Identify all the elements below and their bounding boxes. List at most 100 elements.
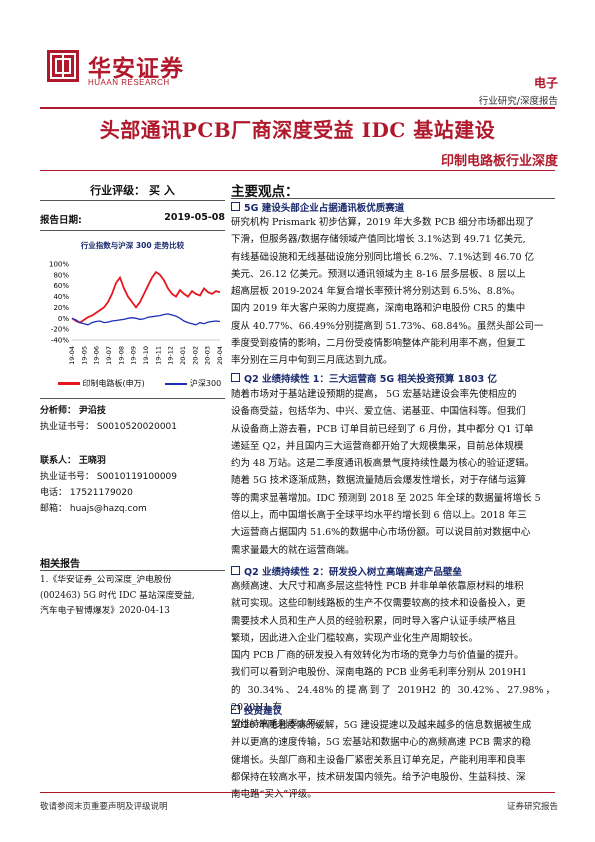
paragraph-line: 率分别在三月中旬到三月底达到九成。 — [231, 355, 393, 367]
main-heading: 主要观点： — [231, 184, 299, 200]
paragraph-line: 研究机构 Prismark 初步估算，2019 年大多数 PCB 细分市场都出现… — [231, 217, 535, 228]
paragraph-line: 需求量最大的就在运营商端。 — [231, 544, 355, 556]
paragraph-line: 就可实现。这些印制线路板的生产不仅需要较高的技术和设备投入，更 — [231, 598, 526, 610]
y-tick-label: 60% — [53, 282, 69, 290]
sector-label: 电子 — [533, 76, 558, 90]
y-tick-label: 80% — [53, 271, 69, 279]
paragraph-line: 下滑，但服务器/数据存储领域产值同比增长 3.1%达到 49.71 亿美元, — [231, 234, 526, 246]
analyst-cert: 执业证书号： S0010520020001 — [40, 422, 178, 432]
x-tick-label: 20-01 — [179, 346, 187, 365]
report-title: 头部通讯PCB厂商深度受益 IDC 基站建设 — [99, 118, 496, 142]
section-2-body: 随着市场对于基站建设预期的提高， 5G 宏基站建设会率先使相应的 设备商受益，包括… — [231, 386, 555, 559]
paragraph-line: 美元、26.12 亿美元。预测以通讯领域为主 8-16 层多层板、8 层以上 — [231, 268, 526, 280]
series-line-1 — [71, 313, 221, 326]
industry-rating: 行业评级： 买 入 — [90, 184, 175, 197]
x-tick-label: 20-04 — [216, 346, 224, 365]
y-tick-label: 100% — [49, 261, 69, 269]
x-axis: 19-04 19-05 19-06 19-07 19-08 19-09 19-10 19-11… — [68, 346, 224, 365]
paragraph-line: 递延至 Q2，并且国内三大运营商都开始了大规模集采，目前总体规模 — [231, 440, 524, 452]
paragraph-line: 有线基础设施和无线基础设施分别同比增长 6.2%、7.1%达到 46.70 亿 — [231, 251, 535, 263]
section-1-body: 研究机构 Prismark 初步估算，2019 年大多数 PCB 细分市场都出现… — [231, 214, 555, 370]
checkbox-icon — [231, 373, 240, 382]
x-tick-label: 19-08 — [117, 346, 125, 365]
checkbox-icon — [231, 705, 240, 714]
y-tick-label: 40% — [53, 293, 69, 301]
paragraph-line: 国内 2019 年大客户采购力度提高，深南电路和沪电股份 CR5 的集中 — [231, 303, 526, 315]
x-tick-label: 20-03 — [204, 346, 212, 365]
section-3-body: 高频高速、大尺寸和高多层这些特性 PCB 并非单单依靠原材料的堆积 就可实现。这些… — [231, 578, 555, 734]
x-tick-label: 19-12 — [167, 346, 175, 365]
x-tick-label: 19-04 — [68, 346, 76, 365]
x-tick-label: 19-05 — [80, 346, 88, 365]
contact-name: 王晓羽 — [78, 456, 106, 466]
footer-divider — [40, 792, 555, 793]
report-date-label: 报告日期: — [40, 215, 82, 226]
y-tick-label: -20% — [51, 326, 69, 334]
paragraph-line: 的 30.34%、24.48%的提高到了 2019H2 的 30.42%、27.… — [231, 684, 555, 714]
report-subtitle: 印制电路板行业深度 — [440, 154, 558, 169]
section-4-body: 2020 年随着疫情的缓解，5G 建设提速以及越来越多的信息数据被生成 并以更高的… — [231, 717, 555, 803]
paragraph-line: 等的需求显著增加。IDC 预测到 2018 至 2025 年全球的数据量将增长 … — [231, 492, 541, 504]
y-tick-label: 20% — [53, 304, 69, 312]
paragraph-line: 随着市场对于基站建设预期的提高， 5G 宏基站建设会率先使相应的 — [231, 389, 517, 400]
footer-label: 证券研究报告 — [506, 802, 558, 812]
y-tick-label: 0% — [58, 315, 69, 323]
paragraph-line: 随着 5G 技术逐渐成熟，数据流量随后会爆发性增长，对于存储与运算 — [231, 475, 527, 487]
analyst-block: 分析师： 尹沿技 执业证书号： S0010520020001 — [40, 403, 225, 435]
paragraph-line: 2020 年随着疫情的缓解，5G 建设提速以及越来越多的信息数据被生成 — [231, 720, 532, 731]
y-tick-label: -40% — [51, 337, 69, 345]
paragraph-line: 倍以上，而中国增长高于全球平均水平约增长到 6 倍以上。2018 年三 — [231, 510, 527, 522]
brand-name-en: HUAAN RESEARCH — [88, 78, 170, 87]
paragraph-line: 繁琐，因此进入企业门槛较高，实现产业化生产周期较长。 — [231, 632, 479, 644]
section-1-title: 5G 建设头部企业占据通讯板优质赛道 — [231, 200, 555, 214]
x-tick-label: 19-11 — [154, 346, 162, 365]
contact-row: 联系人： 王晓羽 — [40, 453, 225, 469]
paragraph-line: 都保持在较高水平，技术研发国内领先。给予沪电股份、生益科技、深 — [231, 771, 526, 783]
divider — [40, 398, 225, 399]
x-tick-label: 19-09 — [130, 346, 138, 365]
paragraph-line: 季度受到疫情的影响，二月份受疫情影响整体产能利用率不高，但复工 — [231, 338, 526, 350]
header-divider — [40, 107, 555, 109]
divider — [40, 570, 225, 571]
contact-block: 联系人： 王晓羽 执业证书号： S0010119100009 电话： 17521… — [40, 453, 225, 517]
paragraph-line: 超高层板 2019-2024 年复合增长率预计将分别达到 6.5%、8.8%。 — [231, 286, 521, 298]
x-tick-label: 19-07 — [105, 346, 113, 365]
related-line: 汽车电子智博爆发》2020-04-13 — [40, 606, 170, 616]
contact-label: 联系人： — [40, 456, 77, 466]
paragraph-line: 并以更高的速度传输，5G 宏基站和数据中心的高频高速 PCB 需求的稳 — [231, 737, 531, 749]
divider — [40, 230, 225, 231]
analyst-label: 分析师： — [40, 406, 77, 416]
divider — [40, 200, 225, 201]
y-axis: 100% 80% 60% 40% 20% 0% -20% -40% — [49, 261, 220, 345]
paragraph-line: 南电路“买入”评级。 — [231, 789, 317, 801]
paragraph-line: 度从 40.77%、66.49%分别提高到 51.73%、68.84%。虽然头部… — [231, 320, 544, 332]
paragraph-line: 约为 48 万站。这是二季度通讯板高景气度持续性最为核心的验证逻辑。 — [231, 458, 535, 470]
related-line: 1.《华安证券_公司深度_沪电股份 — [40, 575, 172, 585]
related-report[interactable]: 1.《华安证券_公司深度_沪电股份 (002463) 5G 时代 IDC 基站深… — [40, 573, 225, 620]
contact-email: 邮箱： huajs@hazq.com — [40, 504, 147, 514]
related-line: (002463) 5G 时代 IDC 基站深度受益, — [40, 590, 195, 601]
logo-icon — [47, 50, 79, 82]
footer-disclaimer[interactable]: 敬请参阅末页重要声明及评级说明 — [40, 802, 168, 812]
brand-name-cn: 华安证券 — [88, 55, 184, 82]
divider — [231, 198, 555, 199]
report-type: 行业研究/深度报告 — [478, 96, 558, 107]
series-lines — [71, 270, 221, 326]
checkbox-icon — [231, 202, 240, 211]
paragraph-line: 高频高速、大尺寸和高多层这些特性 PCB 并非单单依靠原材料的堆积 — [231, 581, 524, 592]
chart-legend: 印制电路板(申万) 沪深300 — [58, 378, 221, 389]
paragraph-line: 望维持高毛利率水平。 — [231, 719, 327, 731]
series-line-0 — [71, 270, 221, 324]
paragraph-line: 需要技术人员和生产人员的经验积累，同时导入客户认证手续严格且 — [231, 615, 517, 627]
x-tick-label: 19-06 — [93, 346, 101, 365]
section-2-title: Q2 业绩持续性 1：三大运营商 5G 相关投资预算 1803 亿 — [231, 371, 555, 385]
analyst-name: 尹沿技 — [78, 406, 106, 416]
x-tick-label: 19-10 — [142, 346, 150, 365]
paragraph-line: 健增长。头部厂商和主设备厂紧密关系且订单充足，产能利用率和良率 — [231, 754, 526, 766]
report-date-row: 报告日期: 2019-05-08 — [40, 212, 225, 226]
legend-swatch-pcb — [58, 382, 80, 385]
paragraph-line: 设备商受益，包括华为、中兴、爱立信、诺基亚、中国信科等。但我们 — [231, 406, 526, 418]
paragraph-line: 我们可以看到沪电股份、深南电路的 PCB 业务毛利率分别从 2019H1 — [231, 667, 528, 679]
contact-phone: 电话： 17521179020 — [40, 488, 133, 498]
analyst-row: 分析师： 尹沿技 — [40, 403, 225, 419]
